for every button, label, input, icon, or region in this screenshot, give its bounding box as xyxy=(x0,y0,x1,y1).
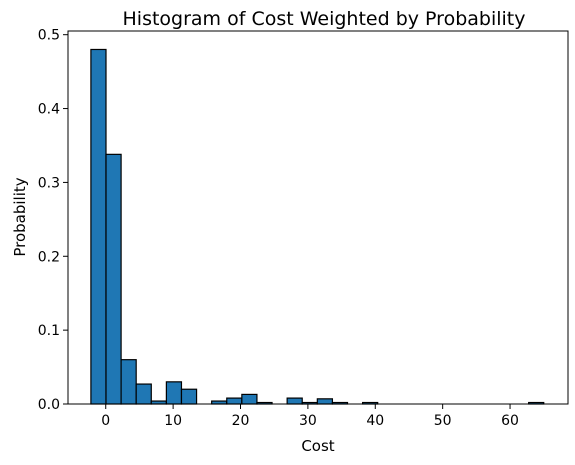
y-axis-ticks: 0.0 0.1 0.2 0.3 0.4 0.5 xyxy=(38,28,68,413)
x-axis-ticks: 0 10 20 30 40 50 60 xyxy=(101,404,519,429)
x-tick-label: 30 xyxy=(299,413,317,429)
y-tick-label: 0.2 xyxy=(38,249,60,265)
y-tick-label: 0.5 xyxy=(38,28,60,44)
histogram-bar-15 xyxy=(316,398,334,405)
y-tick-label: 0.1 xyxy=(38,323,60,339)
histogram-bar-13 xyxy=(286,397,303,405)
histogram-bar-10 xyxy=(241,393,258,405)
chart-title: Histogram of Cost Weighted by Probabilit… xyxy=(123,8,526,30)
x-tick-label: 40 xyxy=(366,413,384,429)
histogram-bar-6 xyxy=(180,388,198,405)
x-tick-label: 0 xyxy=(101,413,110,429)
histogram-bar-9 xyxy=(226,397,243,405)
y-tick-label: 0.4 xyxy=(38,102,60,118)
histogram-bar-5 xyxy=(165,381,183,405)
plot-frame xyxy=(67,30,569,405)
x-tick-label: 10 xyxy=(164,413,182,429)
bars-group xyxy=(90,48,545,405)
x-axis-label: Cost xyxy=(301,437,334,455)
x-tick-label: 50 xyxy=(434,413,452,429)
y-tick-label: 0.3 xyxy=(38,175,60,191)
histogram-bar-3 xyxy=(135,383,152,405)
y-tick-label: 0.0 xyxy=(38,397,60,413)
x-tick-label: 20 xyxy=(232,413,250,429)
histogram-bar-0 xyxy=(90,48,107,405)
x-tick-label: 60 xyxy=(501,413,519,429)
y-axis-label: Probability xyxy=(11,177,29,256)
histogram-bar-1 xyxy=(105,153,122,405)
histogram-bar-2 xyxy=(120,359,137,405)
